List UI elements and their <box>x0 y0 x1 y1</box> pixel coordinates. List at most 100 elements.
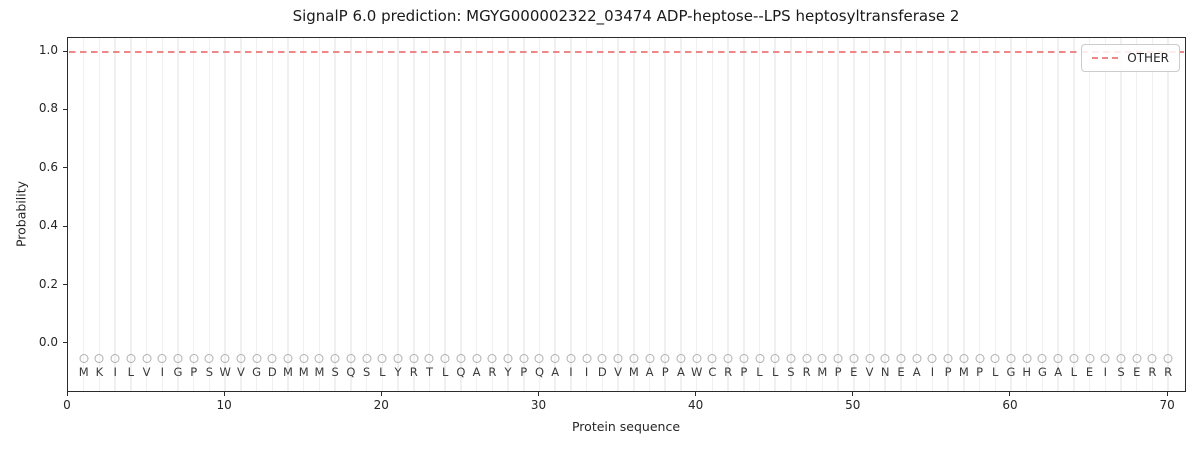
residue-letter: M <box>958 365 969 379</box>
residue-letter: L <box>1070 365 1078 379</box>
residue-marker-circle <box>204 354 214 364</box>
residue-marker-circle <box>739 354 749 364</box>
residue-marker-circle <box>959 354 969 364</box>
chart-title: SignalP 6.0 prediction: MGYG000002322_03… <box>292 7 960 25</box>
residue-marker-circle <box>550 354 560 364</box>
residue-marker-circle <box>440 354 450 364</box>
residue-letter: L <box>772 365 779 379</box>
residue-marker-circle <box>645 354 654 364</box>
grid-line <box>1041 38 1044 391</box>
residue-letter: R <box>1148 365 1157 379</box>
grid-line <box>208 38 211 391</box>
x-tick-label: 70 <box>1159 398 1175 412</box>
grid-line <box>1120 38 1122 391</box>
residue-marker-circle <box>755 354 765 364</box>
residue-marker-circle <box>1163 354 1173 364</box>
grid-line <box>381 38 384 391</box>
grid-line <box>145 38 148 391</box>
x-tick-label: 0 <box>63 398 71 412</box>
grid-line <box>1010 38 1012 391</box>
grid-line <box>460 38 462 391</box>
grid-line <box>98 38 101 391</box>
grid-line <box>523 38 525 391</box>
grid-line <box>758 38 761 391</box>
residue-marker-circle <box>597 354 607 364</box>
residue-letter: G <box>173 365 183 379</box>
grid-line <box>82 38 85 391</box>
grid-line <box>805 38 808 391</box>
residue-marker-circle <box>1132 354 1142 364</box>
residue-letter: V <box>865 365 874 379</box>
grid-line <box>161 38 164 391</box>
residue-letter: Y <box>394 365 402 379</box>
residue-marker-circle <box>582 354 592 364</box>
grid-line <box>664 38 666 391</box>
y-tick-label: 0.6 <box>38 159 58 174</box>
residue-letter: G <box>1037 365 1047 379</box>
residue-letter: V <box>614 365 622 379</box>
residue-marker-circle <box>975 354 985 364</box>
residue-letter: E <box>850 365 858 379</box>
grid-line <box>931 38 934 391</box>
residue-letter: D <box>267 365 277 379</box>
residue-letter: G <box>1006 365 1016 379</box>
other-probability-line <box>69 51 1184 53</box>
x-tick-mark <box>537 392 539 396</box>
grid-line <box>538 38 541 391</box>
grid-line <box>397 38 399 391</box>
x-tick-mark <box>1166 392 1168 396</box>
residue-marker-circle <box>534 354 544 364</box>
x-tick-mark <box>1009 392 1011 396</box>
residue-letter: R <box>724 365 733 379</box>
residue-letter: Q <box>534 365 545 379</box>
residue-marker-circle <box>519 354 529 364</box>
residue-letter: G <box>252 365 262 379</box>
grid-line <box>947 38 949 391</box>
residue-marker-circle <box>314 354 324 364</box>
residue-letter: A <box>676 365 685 379</box>
residue-marker-circle <box>503 354 513 364</box>
grid-line <box>413 38 415 391</box>
residue-marker-circle <box>252 354 262 364</box>
residue-marker-circle <box>1053 354 1063 364</box>
residue-marker-circle <box>723 354 733 364</box>
x-tick-mark <box>852 392 854 396</box>
residue-marker-circle <box>1085 354 1095 364</box>
residue-letter: R <box>802 365 811 379</box>
grid-line <box>130 38 132 391</box>
residue-letter: P <box>520 365 528 379</box>
residue-marker-circle <box>802 354 812 364</box>
grid-line <box>554 38 556 391</box>
x-tick-mark <box>66 392 68 396</box>
grid-line <box>350 38 352 391</box>
grid-line <box>475 38 478 391</box>
residue-letter: D <box>597 365 607 379</box>
residue-marker-circle <box>849 354 859 364</box>
residue-marker-circle <box>1069 354 1079 364</box>
residue-letter: M <box>283 365 293 379</box>
residue-marker-circle <box>833 354 843 364</box>
residue-letter: M <box>298 365 309 379</box>
residue-letter: A <box>472 365 481 379</box>
y-tick-mark <box>63 284 67 286</box>
residue-letter: L <box>379 365 386 379</box>
residue-letter: E <box>1133 365 1141 379</box>
grid-line <box>192 38 195 391</box>
legend-dashed-line-icon <box>1092 57 1120 59</box>
residue-letter: S <box>205 365 214 379</box>
residue-marker-circle <box>189 354 199 364</box>
residue-marker-circle <box>676 354 686 364</box>
residue-marker-circle <box>990 354 1000 364</box>
residue-marker-circle <box>927 354 937 364</box>
residue-letter: M <box>817 365 828 379</box>
grid-line <box>114 38 116 391</box>
residue-marker-circle <box>692 354 702 364</box>
grid-line <box>1167 38 1169 391</box>
residue-marker-circle <box>1006 354 1016 364</box>
residue-marker-circle <box>330 354 340 364</box>
residue-letter: Q <box>346 365 356 379</box>
grid-line <box>617 38 619 391</box>
grid-line <box>491 38 494 391</box>
residue-marker-circle <box>377 354 387 364</box>
residue-letter: A <box>912 365 921 379</box>
